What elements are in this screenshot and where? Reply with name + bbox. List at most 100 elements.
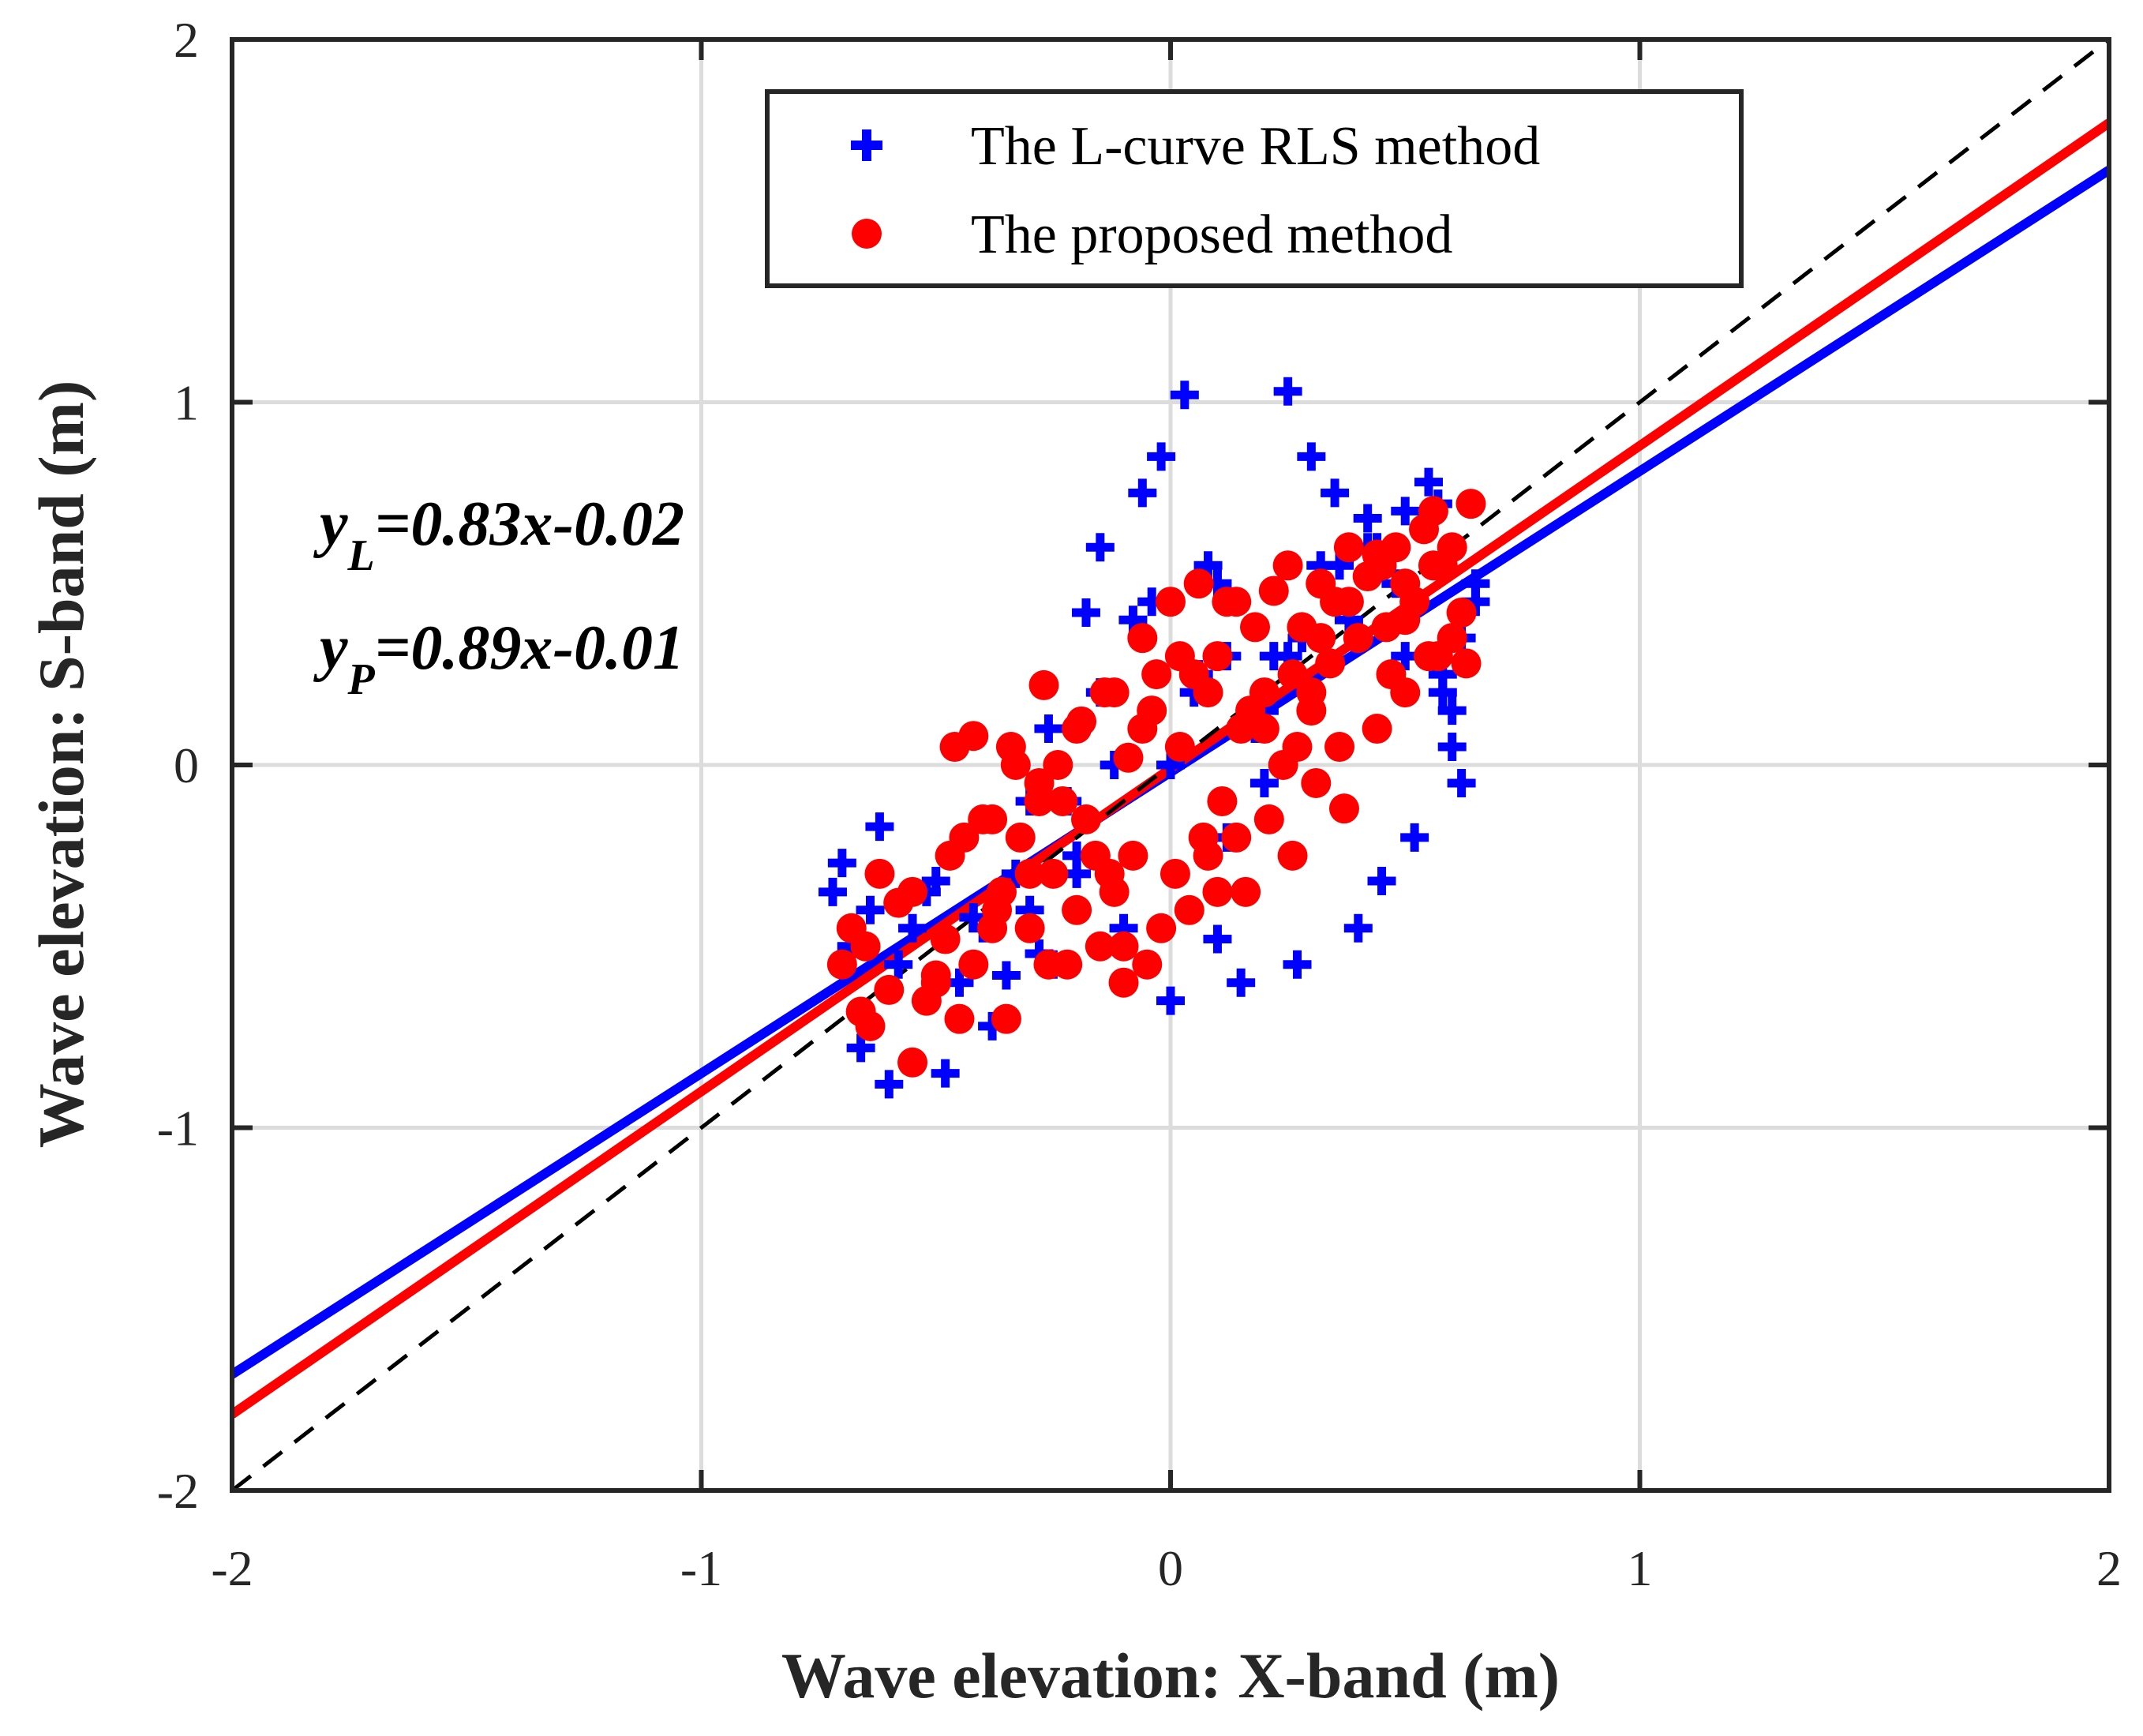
proposed-point-103 — [1437, 532, 1467, 563]
fit-equations: yL=0.83x-0.02 yP=0.89x-0.01 — [313, 489, 684, 704]
lcurve-point-25 — [1156, 986, 1185, 1015]
proposed-point-120 — [1202, 876, 1233, 907]
proposed-point-32 — [1085, 931, 1115, 962]
lcurve-point-49 — [1437, 733, 1467, 762]
proposed-point-57 — [1253, 804, 1284, 834]
proposed-point-111 — [1235, 696, 1266, 726]
equation-proposed-sub: P — [347, 655, 376, 704]
y-axis-label: Wave elevation: S-band (m) — [25, 381, 97, 1149]
y-tick-label-2: 0 — [174, 737, 199, 793]
proposed-point-101 — [1390, 605, 1421, 636]
proposed-point-49 — [1202, 641, 1233, 672]
plot-content — [232, 39, 2109, 1490]
proposed-point-85 — [1456, 489, 1486, 519]
proposed-point-104 — [897, 876, 928, 907]
proposed-point-119 — [1108, 931, 1139, 962]
proposed-point-5 — [874, 974, 905, 1005]
proposed-point-35 — [1108, 967, 1139, 998]
proposed-point-44 — [1164, 732, 1195, 763]
axes — [230, 37, 2111, 1493]
proposed-point-114 — [1376, 659, 1407, 690]
proposed-point-61 — [1277, 840, 1308, 871]
proposed-point-28 — [1062, 894, 1092, 925]
legend-marker-proposed — [852, 219, 882, 249]
proposed-point-50 — [1207, 786, 1238, 816]
proposed-point-112 — [1282, 732, 1313, 763]
proposed-points — [826, 489, 1486, 1078]
lcurve-point-42 — [1353, 504, 1382, 533]
lcurve-point-7 — [931, 1059, 960, 1088]
x-tick-label-2: 0 — [1158, 1540, 1183, 1596]
proposed-point-98 — [1306, 623, 1336, 654]
legend-label-lcurve: The L-curve RLS method — [971, 116, 1540, 177]
equation-lcurve: yL=0.83x-0.02 — [313, 489, 684, 580]
proposed-point-80 — [1418, 496, 1448, 527]
proposed-point-115 — [1422, 641, 1453, 672]
proposed-point-37 — [1118, 840, 1148, 871]
lcurve-point-43 — [1367, 867, 1396, 896]
proposed-point-90 — [1062, 714, 1092, 744]
proposed-point-84 — [1451, 648, 1482, 679]
proposed-point-39 — [1132, 949, 1163, 980]
lcurve-point-0 — [827, 849, 856, 878]
legend-box — [765, 89, 1744, 288]
lcurve-point-76 — [1391, 497, 1420, 526]
legend-label-proposed: The proposed method — [971, 204, 1452, 265]
lcurve-point-24 — [1147, 442, 1176, 471]
proposed-point-43 — [1160, 858, 1190, 889]
proposed-point-47 — [1183, 568, 1214, 599]
proposed-point-36 — [1113, 742, 1144, 773]
proposed-point-105 — [935, 840, 965, 871]
lcurve-point-67 — [1437, 696, 1467, 726]
y-tick-label-1: -1 — [157, 1100, 199, 1157]
proposed-point-108 — [1094, 858, 1125, 889]
proposed-point-107 — [1047, 786, 1078, 816]
lcurve-point-1 — [818, 877, 847, 906]
proposed-point-110 — [1188, 822, 1219, 853]
proposed-point-106 — [982, 894, 1013, 925]
proposed-point-117 — [920, 967, 951, 998]
lcurve-point-39 — [1321, 478, 1350, 508]
proposed-point-87 — [977, 804, 1008, 834]
equation-proposed-rest: =0.89x-0.01 — [375, 613, 684, 683]
proposed-point-23 — [1028, 669, 1059, 700]
proposed-point-20 — [1005, 822, 1036, 853]
proposed-point-21 — [1014, 913, 1045, 943]
proposed-point-4 — [864, 858, 895, 889]
proposed-point-91 — [1099, 677, 1130, 708]
lcurve-point-54 — [1034, 714, 1063, 744]
proposed-point-113 — [1328, 793, 1359, 824]
x-tick-label-1: -1 — [680, 1540, 722, 1596]
lcurve-point-68 — [856, 895, 885, 924]
lcurve-point-12 — [991, 961, 1021, 990]
proposed-point-88 — [1000, 750, 1031, 780]
y-tick-label-3: 1 — [174, 375, 199, 431]
proposed-point-66 — [1315, 648, 1346, 679]
proposed-point-27 — [1052, 949, 1083, 980]
proposed-point-58 — [1258, 576, 1289, 606]
x-tick-label-0: -2 — [211, 1540, 253, 1596]
proposed-point-7 — [897, 1047, 928, 1078]
lcurve-point-31 — [1227, 968, 1256, 997]
proposed-point-86 — [958, 721, 989, 752]
proposed-point-52 — [1221, 822, 1252, 853]
proposed-point-121 — [1296, 677, 1327, 708]
legend: The L-curve RLS method The proposed meth… — [765, 89, 1744, 288]
proposed-point-102 — [1418, 550, 1448, 581]
proposed-point-26 — [1043, 750, 1073, 780]
lcurve-point-50 — [1447, 768, 1476, 797]
proposed-point-14 — [958, 949, 989, 980]
proposed-point-94 — [1193, 677, 1223, 708]
lcurve-point-3 — [846, 1033, 875, 1063]
proposed-point-109 — [1141, 659, 1172, 690]
lcurve-point-19 — [1085, 533, 1115, 562]
proposed-point-83 — [1446, 598, 1477, 628]
proposed-point-72 — [1362, 714, 1392, 744]
equation-proposed: yP=0.89x-0.01 — [313, 613, 684, 704]
x-tick-label-3: 1 — [1628, 1540, 1653, 1596]
lcurve-point-41 — [1343, 913, 1373, 943]
proposed-point-25 — [1038, 858, 1069, 889]
proposed-point-54 — [1231, 876, 1261, 907]
